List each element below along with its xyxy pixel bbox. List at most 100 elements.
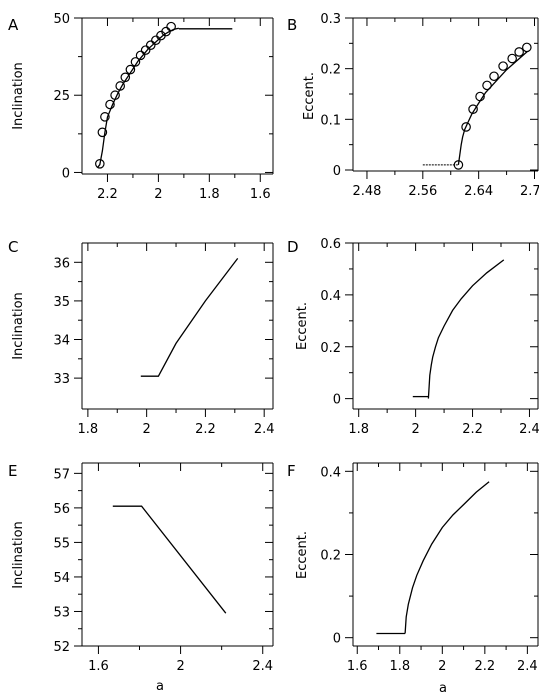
data-point-marker <box>166 21 176 32</box>
panel-A: 2.2 2 1.8 1.6 0 25 50 A Inclination <box>8 12 274 202</box>
y-axis-label: Inclination <box>11 292 26 360</box>
data-point-marker <box>135 50 146 61</box>
data-point-marker <box>120 72 131 83</box>
y-tick-label: 57 <box>53 467 70 482</box>
y-tick-label: 33 <box>53 372 70 387</box>
x-tick-label: 2 <box>143 422 151 437</box>
x-tick-label: 2.2 <box>462 422 483 437</box>
x-tick-label: 2.56 <box>408 184 437 199</box>
y-tick-label: 0.2 <box>320 341 341 356</box>
x-tick-label: 2.4 <box>254 422 275 437</box>
x-tick-label: 1.8 <box>199 187 220 202</box>
x-tick-label: 2.72 <box>520 184 539 199</box>
x-tick-label: 1.8 <box>348 422 369 437</box>
data-point-marker <box>151 35 161 46</box>
x-axis-label: a <box>156 679 164 694</box>
y-axis-label: Eccent. <box>295 302 310 350</box>
y-tick-label: 55 <box>53 536 70 551</box>
series-line <box>457 50 528 165</box>
data-point-marker <box>468 104 478 114</box>
panel-B: 2.48 2.56 2.64 2.72 0 0.1 0.2 0.3 B Eccent. <box>287 12 539 199</box>
y-tick-label: 52 <box>53 640 70 655</box>
data-point-marker <box>489 71 499 82</box>
y-tick-label: 0 <box>333 393 341 408</box>
data-point-marker <box>498 61 508 71</box>
x-tick-label: 1.6 <box>250 187 271 202</box>
y-tick-label: 0 <box>333 632 341 647</box>
panel-D: 1.8 2 2.2 2.4 0 0.2 0.4 0.6 D Eccent. <box>287 237 539 437</box>
x-tick-label: 1.6 <box>88 659 109 674</box>
x-tick-label: 2.48 <box>352 184 381 199</box>
data-point-marker <box>140 45 151 55</box>
data-point-marker <box>110 90 120 101</box>
x-tick-label: 1.8 <box>78 422 99 437</box>
x-tick-label: 2.4 <box>517 659 538 674</box>
series-line <box>427 259 505 399</box>
panel-letter: F <box>287 462 296 480</box>
x-tick-label: 1.8 <box>389 659 410 674</box>
data-point-marker <box>507 53 517 64</box>
y-tick-label: 25 <box>53 89 70 104</box>
y-tick-label: 0.4 <box>320 465 341 480</box>
data-point-marker <box>130 57 141 67</box>
panel-E: 1.6 2 2.4 52 53 54 55 56 57 E Inclination <box>8 462 274 674</box>
panel-letter: D <box>287 238 299 256</box>
data-point-marker <box>522 42 532 53</box>
x-tick-label: 2.4 <box>252 659 273 674</box>
y-tick-label: 54 <box>53 571 70 586</box>
y-axis-label: Eccent. <box>302 72 317 120</box>
y-tick-label: 34 <box>53 334 70 349</box>
y-axis-label: Inclination <box>11 62 26 130</box>
panel-letter: C <box>8 238 18 256</box>
data-point-marker <box>461 122 471 132</box>
y-tick-label: 35 <box>53 295 70 310</box>
panel-C: 1.8 2 2.2 2.4 33 34 35 36 C Inclination <box>8 238 275 437</box>
panel-letter: B <box>287 16 297 34</box>
x-tick-label: 2 <box>154 187 162 202</box>
x-tick-label: 2.4 <box>519 422 539 437</box>
y-tick-label: 0.1 <box>320 113 341 128</box>
x-tick-label: 1.6 <box>347 659 368 674</box>
y-tick-label: 0.3 <box>320 12 341 27</box>
series-line <box>404 481 490 634</box>
data-point-marker <box>115 81 125 91</box>
y-tick-label: 36 <box>53 256 70 271</box>
data-point-marker <box>100 112 110 122</box>
y-tick-label: 0.2 <box>320 63 341 78</box>
x-tick-label: 2.2 <box>97 187 118 202</box>
series-line <box>140 258 239 377</box>
y-axis-label: Inclination <box>11 521 26 589</box>
x-axis-label: a <box>439 681 447 696</box>
x-tick-label: 2.64 <box>464 184 493 199</box>
y-tick-label: 0.6 <box>320 237 341 252</box>
x-tick-label: 2 <box>438 659 446 674</box>
data-point-marker <box>105 99 115 110</box>
panel-letter: E <box>8 462 17 480</box>
series-line <box>96 27 179 169</box>
panel-letter: A <box>8 16 19 34</box>
y-tick-label: 0.2 <box>320 549 341 564</box>
y-tick-label: 0 <box>62 166 70 181</box>
data-point-marker <box>475 91 485 102</box>
series-line <box>112 505 227 614</box>
data-point-marker <box>482 80 492 91</box>
data-point-marker <box>95 159 105 169</box>
y-tick-label: 0.4 <box>320 289 341 304</box>
data-point-marker <box>125 64 136 75</box>
y-tick-label: 50 <box>53 12 70 27</box>
x-tick-label: 2 <box>176 659 184 674</box>
y-tick-label: 0 <box>333 164 341 179</box>
data-point-marker <box>97 127 108 138</box>
x-tick-label: 2.2 <box>195 422 216 437</box>
panel-F: 1.6 1.8 2 2.2 2.4 0 0.2 0.4 F Eccent. <box>287 462 539 674</box>
y-tick-label: 56 <box>53 502 70 517</box>
y-axis-label: Eccent. <box>295 531 310 579</box>
data-point-marker <box>514 47 524 57</box>
x-tick-label: 2.2 <box>474 659 495 674</box>
y-tick-label: 53 <box>53 605 70 620</box>
data-point-marker <box>145 40 156 50</box>
data-point-marker <box>453 160 464 170</box>
data-point-marker <box>161 26 171 37</box>
x-tick-label: 2 <box>411 422 419 437</box>
